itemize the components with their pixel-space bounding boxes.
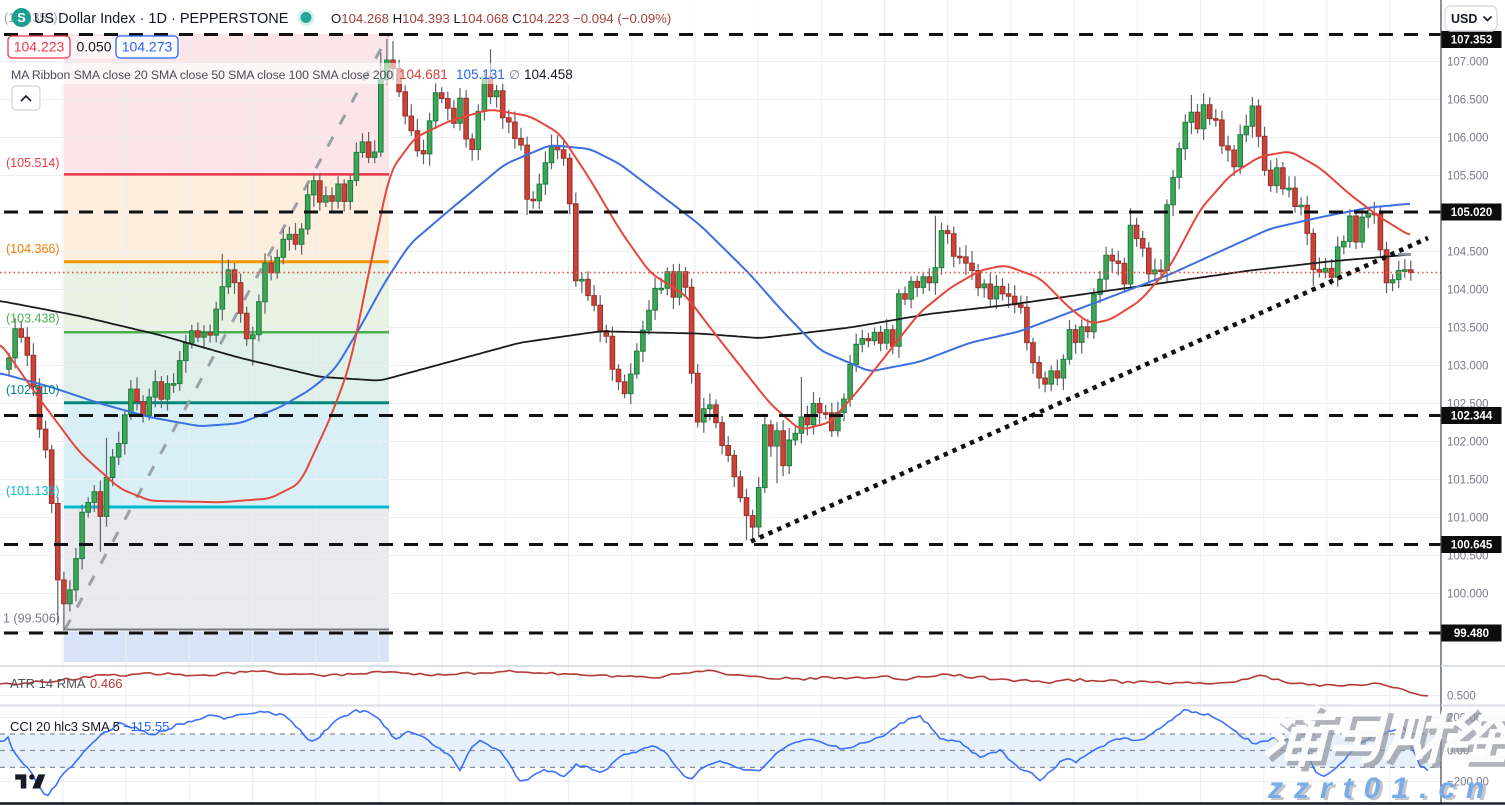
svg-text:104.223: 104.223: [14, 39, 65, 55]
svg-text:106.500: 106.500: [1447, 95, 1489, 107]
svg-text:−115.55: −115.55: [123, 719, 169, 734]
svg-text:0.050: 0.050: [76, 39, 111, 55]
svg-text:102.000: 102.000: [1447, 437, 1489, 449]
svg-text:105.020: 105.020: [1451, 207, 1493, 219]
svg-text:103.000: 103.000: [1447, 361, 1489, 373]
svg-text:(101.139): (101.139): [6, 484, 60, 498]
svg-text:99.480: 99.480: [1454, 628, 1489, 640]
svg-text:104.000: 104.000: [1447, 285, 1489, 297]
svg-text:101.000: 101.000: [1447, 513, 1489, 525]
svg-text:100.645: 100.645: [1451, 540, 1493, 552]
svg-text:zzrt01.cn: zzrt01.cn: [1267, 772, 1495, 805]
svg-text:107.000: 107.000: [1447, 57, 1489, 69]
svg-text:105.131: 105.131: [456, 67, 505, 82]
svg-text:0.466: 0.466: [90, 676, 123, 691]
svg-text:103.500: 103.500: [1447, 323, 1489, 335]
svg-text:CCI 20 hlc3 SMA 5: CCI 20 hlc3 SMA 5: [10, 719, 120, 734]
svg-text:ATR 14 RMA: ATR 14 RMA: [10, 676, 86, 691]
svg-text:(103.438): (103.438): [6, 312, 60, 326]
svg-text:104.458: 104.458: [524, 67, 573, 82]
svg-text:1 (99.506): 1 (99.506): [3, 612, 60, 626]
svg-text:107.353: 107.353: [1451, 35, 1493, 47]
svg-text:106.000: 106.000: [1447, 133, 1489, 145]
svg-text:(105.514): (105.514): [6, 156, 60, 170]
svg-text:−200.00: −200.00: [1447, 777, 1489, 789]
svg-text:(104.366): (104.366): [6, 242, 60, 256]
svg-text:zzrt01.cn: zzrt01.cn: [1270, 774, 1498, 806]
svg-text:102.344: 102.344: [1451, 411, 1493, 423]
svg-text:∅: ∅: [509, 68, 520, 82]
svg-text:0.500: 0.500: [1447, 690, 1476, 702]
svg-text:O104.268 H104.393 L104.068 C10: O104.268 H104.393 L104.068 C104.223 −0.0…: [331, 11, 671, 26]
svg-text:MA Ribbon SMA close 20 SMA clo: MA Ribbon SMA close 20 SMA close 50 SMA …: [11, 68, 393, 82]
svg-text:US Dollar Index · 1D · PEPPERS: US Dollar Index · 1D · PEPPERSTONE: [34, 11, 289, 27]
svg-text:100.000: 100.000: [1447, 589, 1489, 601]
svg-text:S: S: [17, 10, 26, 25]
svg-text:101.500: 101.500: [1447, 475, 1489, 487]
svg-text:104.500: 104.500: [1447, 247, 1489, 259]
svg-text:(102.510): (102.510): [6, 383, 60, 397]
svg-text:104.681: 104.681: [399, 67, 448, 82]
svg-text:100.500: 100.500: [1447, 551, 1489, 563]
svg-text:105.500: 105.500: [1447, 171, 1489, 183]
svg-text:104.273: 104.273: [122, 39, 173, 55]
svg-text:USD: USD: [1451, 12, 1477, 26]
